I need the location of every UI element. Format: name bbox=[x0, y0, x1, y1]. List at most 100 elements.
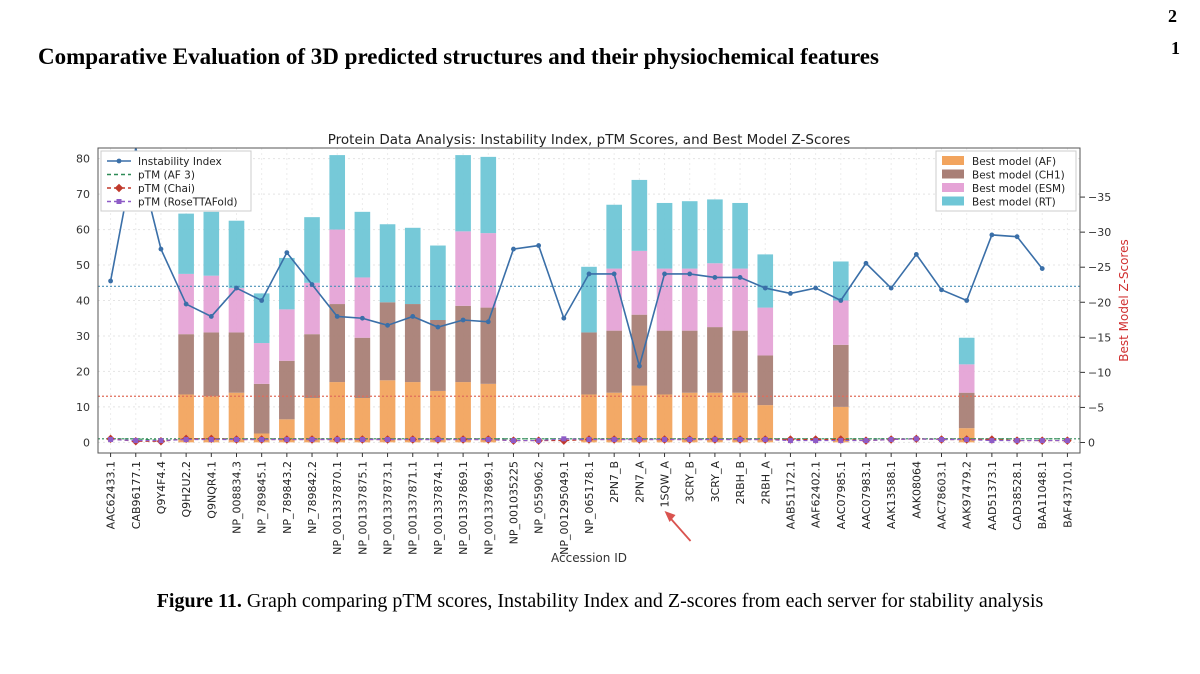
section-heading: Comparative Evaluation of 3D predicted s… bbox=[38, 44, 879, 69]
x-tick-label: NP_001337870.1 bbox=[331, 461, 344, 555]
series-point bbox=[561, 315, 567, 321]
bar-segment bbox=[480, 233, 497, 308]
x-tick-label: NP_008834.3 bbox=[230, 461, 243, 534]
series-point bbox=[259, 437, 265, 443]
x-tick-label: Q9H2U2.2 bbox=[180, 461, 193, 517]
x-tick-label: AAC07985.1 bbox=[835, 461, 848, 529]
series-point bbox=[284, 437, 290, 443]
series-point bbox=[460, 317, 466, 323]
bar-segment bbox=[430, 390, 446, 443]
legend-label: Best model (ESM) bbox=[972, 183, 1065, 195]
x-tick-label: BAA11048.1 bbox=[1036, 461, 1049, 529]
bar-segment bbox=[404, 382, 421, 443]
bar-segment bbox=[732, 330, 748, 393]
series-point bbox=[989, 232, 995, 238]
bar-segment bbox=[228, 332, 245, 393]
bar-segment bbox=[707, 263, 723, 328]
chart-figure: Protein Data Analysis: Instability Index… bbox=[60, 120, 1160, 570]
bar-segment bbox=[253, 343, 270, 384]
bar-segment bbox=[304, 334, 320, 399]
series-line bbox=[109, 147, 1043, 370]
bar-segment bbox=[354, 277, 371, 338]
series-point bbox=[309, 437, 315, 443]
bar-segment bbox=[581, 394, 597, 443]
series-point bbox=[435, 437, 441, 443]
series-point bbox=[813, 285, 819, 291]
bar-segment bbox=[656, 268, 673, 331]
series-point bbox=[460, 437, 466, 443]
y-tick-label: 50 bbox=[76, 259, 90, 272]
x-tick-label: NP_055906.2 bbox=[533, 461, 546, 534]
y2-tick-label: −25 bbox=[1088, 261, 1111, 274]
x-tick-label: 2PN7_B bbox=[608, 461, 621, 503]
bar-segment bbox=[203, 211, 220, 276]
series-point bbox=[183, 301, 189, 307]
x-tick-label: NP_001337869.1 bbox=[457, 461, 470, 555]
series-point bbox=[611, 271, 617, 277]
y2-tick-label: 0 bbox=[1088, 436, 1095, 449]
page-number-bottom: 1 bbox=[1171, 38, 1180, 58]
bar-segment bbox=[757, 355, 774, 406]
bar-segment bbox=[203, 275, 220, 333]
series-point bbox=[385, 322, 390, 328]
x-tick-label: AAF62402.1 bbox=[810, 461, 823, 528]
series-point bbox=[611, 437, 617, 443]
bar-segment bbox=[178, 213, 194, 274]
bar-segment bbox=[178, 394, 194, 443]
bar-segment bbox=[203, 332, 220, 397]
bar-segment bbox=[480, 307, 497, 384]
series-point bbox=[913, 251, 919, 257]
bar-segment bbox=[354, 211, 371, 278]
series-point bbox=[385, 437, 391, 443]
legend-label: pTM (AF 3) bbox=[138, 170, 195, 182]
series-point bbox=[838, 298, 844, 303]
caption-label: Figure 11. bbox=[156, 590, 242, 612]
y-tick-label: 10 bbox=[76, 401, 90, 414]
series-point bbox=[410, 437, 416, 443]
bar-segment bbox=[304, 282, 320, 335]
series-point bbox=[158, 438, 164, 444]
bar-segment bbox=[304, 398, 320, 443]
series-point bbox=[863, 438, 869, 444]
bar-segment bbox=[631, 385, 648, 443]
series-point bbox=[939, 287, 944, 293]
bar-segment bbox=[757, 254, 774, 308]
y-tick-label: 0 bbox=[83, 436, 90, 449]
bar-segment bbox=[329, 155, 346, 230]
x-tick-label: NP_789845.1 bbox=[256, 461, 269, 534]
y-tick-label: 60 bbox=[76, 224, 90, 237]
bar-segment bbox=[379, 380, 396, 443]
x-tick-label: AAC62433.1 bbox=[105, 461, 118, 529]
bar-segment bbox=[329, 382, 346, 443]
bar-segment bbox=[178, 334, 194, 395]
x-tick-label: NP_001337869.1 bbox=[482, 461, 495, 555]
bar-segment bbox=[606, 392, 622, 443]
series-point bbox=[485, 319, 491, 325]
legend-bar-swatch bbox=[942, 196, 964, 206]
bar-segment bbox=[430, 320, 446, 391]
bar-segment bbox=[379, 302, 396, 381]
figure-caption: Figure 11. Graph comparing pTM scores, I… bbox=[0, 590, 1200, 613]
series-point bbox=[762, 285, 768, 291]
bar-segment bbox=[732, 202, 748, 269]
x-tick-label: NP_001035225 bbox=[507, 461, 520, 544]
x-tick-label: AAD51373.1 bbox=[986, 461, 999, 530]
legend-label: pTM (Chai) bbox=[138, 183, 195, 195]
series-point bbox=[1014, 234, 1020, 240]
bar-segment bbox=[832, 300, 849, 345]
legend-label: Best model (AF) bbox=[972, 156, 1056, 168]
bar-segment bbox=[480, 383, 497, 443]
bar-segment bbox=[228, 220, 245, 289]
y2-axis-label: Best Model Z-Scores bbox=[1117, 239, 1131, 361]
series-point bbox=[510, 438, 516, 444]
x-tick-label: 2RBH_B bbox=[734, 461, 747, 505]
series-point bbox=[787, 438, 793, 444]
x-tick-label: NP_789842.2 bbox=[306, 461, 319, 534]
bar-segment bbox=[480, 156, 497, 234]
x-tick-label: NP_065178.1 bbox=[583, 461, 596, 534]
x-tick-label: 3CRY_A bbox=[709, 461, 722, 503]
bar-segment bbox=[455, 231, 471, 306]
legend-label: Instability Index bbox=[138, 156, 222, 168]
legend-bar-swatch bbox=[942, 183, 964, 192]
bar-segment bbox=[832, 406, 849, 443]
